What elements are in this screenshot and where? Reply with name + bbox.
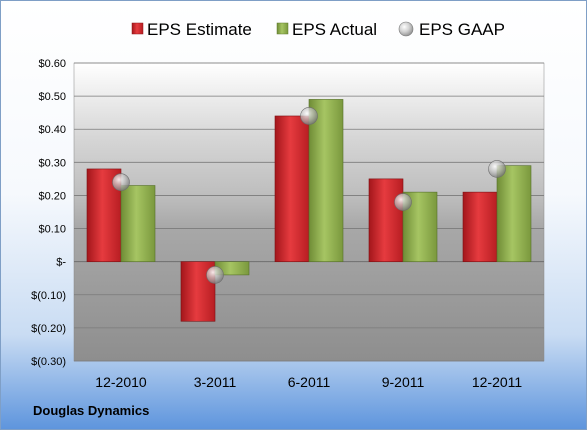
- x-category-label: 12-2010: [95, 374, 147, 390]
- x-category-label: 12-2011: [472, 374, 523, 390]
- y-tick-label: $0.20: [38, 190, 66, 202]
- y-tick-label: $0.10: [38, 224, 66, 236]
- legend-label-eps-estimate: EPS Estimate: [147, 20, 252, 39]
- x-category-label: 3-2011: [194, 374, 237, 390]
- legend-label-eps-actual: EPS Actual: [292, 20, 377, 39]
- bar-eps-estimate: [368, 178, 404, 262]
- legend-marker-eps-gaap: [398, 21, 414, 37]
- y-tick-label: $(0.20): [31, 323, 66, 335]
- marker-eps-gaap: [394, 193, 412, 211]
- y-tick-label: $0.50: [38, 91, 66, 103]
- y-tick-label: $-: [56, 257, 66, 269]
- legend-swatch-eps-actual: [276, 22, 289, 35]
- bar-eps-estimate: [274, 115, 310, 262]
- bar-eps-estimate: [462, 191, 498, 262]
- y-tick-label: $0.60: [38, 58, 66, 70]
- x-category-label: 6-2011: [288, 374, 331, 390]
- marker-eps-gaap: [206, 266, 224, 284]
- bar-eps-actual: [496, 165, 532, 262]
- x-axis-categories: 12-2010 3-2011 6-2011 9-2011 12-2011: [95, 374, 522, 390]
- y-tick-label: $0.30: [38, 157, 66, 169]
- x-category-label: 9-2011: [382, 374, 425, 390]
- company-name: Douglas Dynamics: [33, 403, 150, 418]
- y-tick-label: $(0.30): [31, 356, 66, 368]
- marker-eps-gaap: [488, 160, 506, 178]
- marker-eps-gaap: [300, 107, 318, 125]
- gaap-markers: [112, 107, 506, 284]
- bar-eps-actual: [120, 185, 156, 262]
- legend: EPS Estimate EPS Actual EPS GAAP: [131, 20, 505, 39]
- legend-swatch-eps-estimate: [131, 22, 144, 35]
- legend-label-eps-gaap: EPS GAAP: [419, 20, 505, 39]
- marker-eps-gaap: [112, 173, 130, 191]
- y-axis-ticks: $0.60 $0.50 $0.40 $0.30 $0.20 $0.10 $- $(0.10) $…: [31, 58, 66, 368]
- y-tick-label: $0.40: [38, 124, 66, 136]
- bar-eps-actual: [308, 99, 344, 262]
- y-tick-label: $(0.10): [31, 290, 66, 302]
